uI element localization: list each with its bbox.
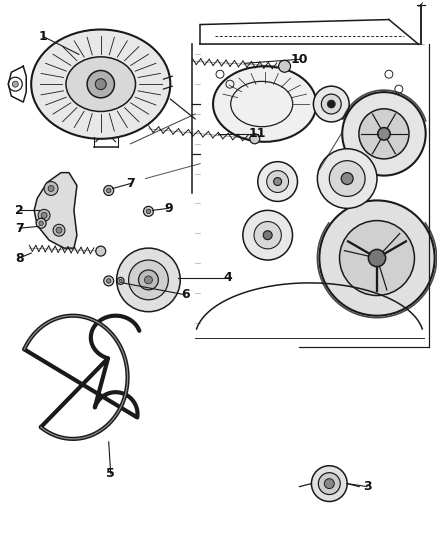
Text: 2: 2	[15, 204, 24, 217]
Text: 5: 5	[106, 467, 115, 480]
Circle shape	[339, 221, 414, 295]
Text: 11: 11	[249, 127, 266, 140]
Circle shape	[318, 473, 340, 495]
Ellipse shape	[66, 57, 135, 111]
Text: 1: 1	[39, 30, 47, 43]
Text: 7: 7	[15, 222, 24, 235]
Circle shape	[318, 149, 377, 208]
Circle shape	[279, 60, 290, 72]
Circle shape	[311, 466, 347, 502]
Circle shape	[104, 276, 114, 286]
Circle shape	[254, 222, 281, 249]
Circle shape	[129, 260, 168, 300]
Polygon shape	[34, 173, 77, 248]
Circle shape	[368, 249, 385, 266]
Circle shape	[48, 185, 54, 191]
Circle shape	[341, 173, 353, 184]
Circle shape	[319, 200, 434, 316]
Circle shape	[321, 94, 341, 114]
Circle shape	[250, 134, 260, 144]
Circle shape	[327, 100, 335, 108]
Ellipse shape	[213, 66, 316, 142]
Circle shape	[378, 127, 390, 140]
Circle shape	[263, 231, 272, 240]
Text: 8: 8	[15, 252, 24, 264]
Text: 6: 6	[181, 288, 190, 301]
Circle shape	[95, 79, 106, 90]
Circle shape	[96, 246, 106, 256]
Text: 7: 7	[126, 177, 135, 190]
Text: 10: 10	[291, 53, 308, 66]
Circle shape	[359, 109, 409, 159]
Circle shape	[39, 221, 43, 225]
Circle shape	[342, 92, 426, 175]
Circle shape	[267, 171, 289, 192]
Text: 4: 4	[223, 271, 232, 285]
Circle shape	[41, 212, 47, 219]
Text: 9: 9	[164, 202, 173, 215]
Ellipse shape	[31, 29, 170, 139]
Circle shape	[36, 219, 46, 228]
Circle shape	[87, 70, 114, 98]
Circle shape	[258, 161, 297, 201]
Circle shape	[144, 206, 153, 216]
Circle shape	[138, 270, 159, 290]
Circle shape	[12, 81, 18, 87]
Circle shape	[243, 211, 293, 260]
Circle shape	[314, 86, 349, 122]
Circle shape	[146, 209, 151, 214]
Circle shape	[106, 279, 111, 283]
Circle shape	[53, 224, 65, 236]
Text: 3: 3	[363, 480, 371, 493]
Circle shape	[104, 185, 114, 196]
Circle shape	[117, 248, 180, 312]
Circle shape	[44, 182, 58, 196]
Circle shape	[324, 479, 334, 489]
Circle shape	[145, 276, 152, 284]
Circle shape	[106, 188, 111, 193]
Circle shape	[329, 160, 365, 197]
Circle shape	[274, 177, 282, 185]
Circle shape	[38, 209, 50, 221]
Circle shape	[56, 227, 62, 233]
Circle shape	[119, 279, 122, 282]
Circle shape	[117, 278, 124, 285]
